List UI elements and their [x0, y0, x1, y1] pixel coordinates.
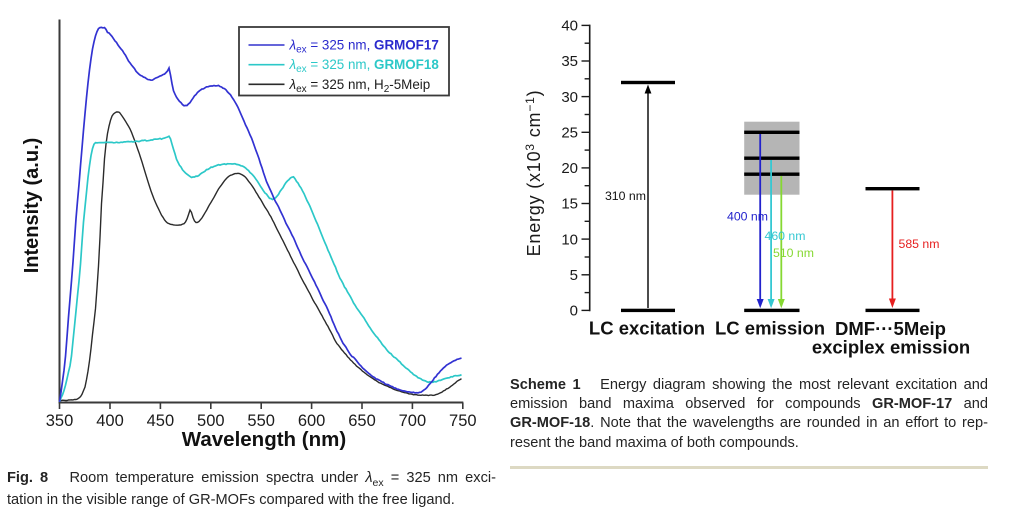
svg-text:10: 10: [561, 231, 578, 248]
svg-text:310 nm: 310 nm: [605, 189, 646, 203]
svg-text:LC emission: LC emission: [715, 318, 825, 339]
svg-text:Wavelength (nm): Wavelength (nm): [182, 428, 346, 451]
svg-text:LC excitation: LC excitation: [589, 318, 705, 339]
svg-text:750: 750: [449, 412, 477, 430]
svg-text:Intensity (a.u.): Intensity (a.u.): [21, 138, 43, 274]
svg-text:350: 350: [46, 412, 74, 430]
svg-text:550: 550: [247, 412, 275, 430]
svg-text:700: 700: [399, 412, 427, 430]
svg-text:DMF···5Meip: DMF···5Meip: [835, 318, 946, 339]
svg-text:30: 30: [561, 89, 578, 106]
svg-text:500: 500: [197, 412, 225, 430]
svg-text:Energy (x103 cm−1): Energy (x103 cm−1): [523, 90, 544, 257]
svg-text:λex = 325 nm, GRMOF17: λex = 325 nm, GRMOF17: [289, 38, 439, 56]
svg-text:λex = 325 nm, GRMOF18: λex = 325 nm, GRMOF18: [289, 57, 440, 75]
svg-text:35: 35: [561, 53, 578, 70]
svg-text:15: 15: [561, 196, 578, 213]
svg-text:400 nm: 400 nm: [727, 210, 768, 224]
svg-text:510 nm: 510 nm: [773, 246, 814, 260]
svg-text:40: 40: [561, 18, 578, 35]
svg-text:650: 650: [348, 412, 376, 430]
svg-text:λex = 325 nm, H2-5Meip: λex = 325 nm, H2-5Meip: [289, 77, 431, 95]
svg-text:400: 400: [96, 412, 124, 430]
svg-text:600: 600: [298, 412, 326, 430]
svg-text:460 nm: 460 nm: [765, 229, 806, 243]
svg-text:5: 5: [570, 267, 578, 284]
svg-text:exciplex emission: exciplex emission: [812, 337, 970, 358]
svg-text:20: 20: [561, 160, 578, 177]
svg-text:450: 450: [147, 412, 175, 430]
svg-text:25: 25: [561, 125, 578, 142]
svg-text:0: 0: [570, 303, 578, 320]
svg-text:585 nm: 585 nm: [899, 237, 940, 251]
